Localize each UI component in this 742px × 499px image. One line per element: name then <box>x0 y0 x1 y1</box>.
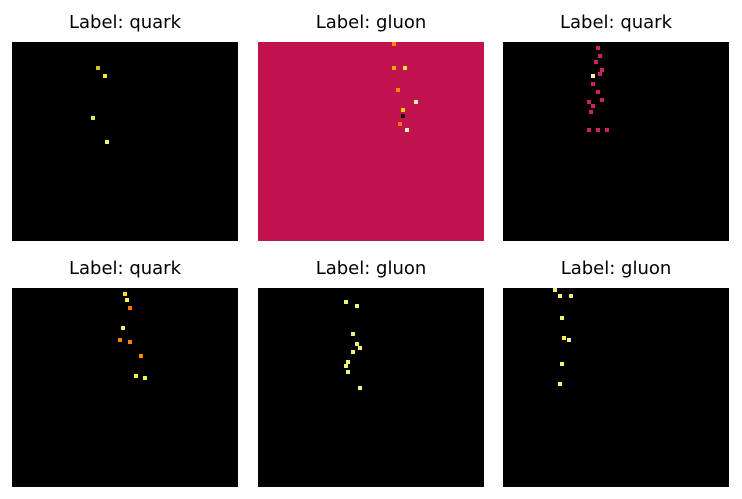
energy-hit <box>414 100 418 104</box>
energy-hit <box>125 298 129 302</box>
energy-hit <box>405 128 409 132</box>
energy-hit <box>103 74 107 78</box>
energy-hit <box>344 364 348 368</box>
panel-title: Label: gluon <box>315 258 427 279</box>
image-background <box>503 42 729 241</box>
jet-image-svg <box>12 288 238 487</box>
energy-hit <box>121 326 125 330</box>
panel-title: Label: gluon <box>560 258 672 279</box>
energy-hit <box>128 340 132 344</box>
panel-2: Label: gluon <box>258 12 484 242</box>
jet-image-svg <box>12 42 238 241</box>
energy-hit <box>134 374 138 378</box>
jet-image-svg <box>258 288 484 487</box>
energy-hit <box>594 60 598 64</box>
image-background <box>503 288 729 487</box>
image-background <box>12 288 238 487</box>
energy-hit <box>403 66 407 70</box>
energy-hit <box>143 376 147 380</box>
energy-hit <box>596 90 600 94</box>
panel-title: Label: quark <box>68 258 182 279</box>
panel-4: Label: quark <box>12 258 238 488</box>
energy-hit <box>358 386 362 390</box>
panel-5: Label: gluon <box>258 258 484 488</box>
energy-hit <box>587 128 591 132</box>
energy-hit <box>118 338 122 342</box>
energy-hit <box>401 108 405 112</box>
energy-hit <box>605 128 609 132</box>
energy-hit <box>351 332 355 336</box>
energy-hit <box>392 66 396 70</box>
energy-hit <box>139 354 143 358</box>
energy-hit <box>346 360 350 364</box>
energy-hit <box>553 288 557 292</box>
energy-hit <box>591 74 595 78</box>
energy-hit <box>558 382 562 386</box>
energy-hit <box>598 54 602 58</box>
energy-hit <box>398 122 402 126</box>
energy-hit <box>401 114 405 118</box>
energy-hit <box>560 362 564 366</box>
energy-hit <box>598 72 602 76</box>
energy-hit <box>591 82 595 86</box>
energy-hit <box>558 294 562 298</box>
energy-hit <box>600 68 604 72</box>
energy-hit <box>128 306 132 310</box>
jet-image <box>258 288 484 487</box>
energy-hit <box>346 370 350 374</box>
image-background <box>258 42 484 241</box>
jet-image <box>258 42 484 241</box>
energy-hit <box>562 336 566 340</box>
image-background <box>258 288 484 487</box>
energy-hit <box>105 140 109 144</box>
jet-image <box>503 42 729 241</box>
panel-3: Label: quark <box>503 12 729 242</box>
energy-hit <box>567 338 571 342</box>
panel-title: Label: quark <box>68 12 182 33</box>
panel-title: Label: gluon <box>315 12 427 33</box>
jet-image <box>12 42 238 241</box>
panel-title: Label: quark <box>559 12 673 33</box>
jet-image-svg <box>503 42 729 241</box>
energy-hit <box>600 98 604 102</box>
energy-hit <box>596 128 600 132</box>
energy-hit <box>355 304 359 308</box>
energy-hit <box>596 46 600 50</box>
energy-hit <box>358 346 362 350</box>
panel-1: Label: quark <box>12 12 238 242</box>
energy-hit <box>344 300 348 304</box>
jet-image <box>12 288 238 487</box>
image-background <box>12 42 238 241</box>
energy-hit <box>396 88 400 92</box>
energy-hit <box>569 294 573 298</box>
energy-hit <box>591 104 595 108</box>
jet-image <box>503 288 729 487</box>
energy-hit <box>96 66 100 70</box>
jet-image-svg <box>503 288 729 487</box>
energy-hit <box>351 350 355 354</box>
energy-hit <box>91 116 95 120</box>
energy-hit <box>589 110 593 114</box>
energy-hit <box>123 292 127 296</box>
energy-hit <box>560 316 564 320</box>
energy-hit <box>587 100 591 104</box>
energy-hit <box>392 42 396 46</box>
panel-6: Label: gluon <box>503 258 729 488</box>
energy-hit <box>355 342 359 346</box>
jet-image-svg <box>258 42 484 241</box>
